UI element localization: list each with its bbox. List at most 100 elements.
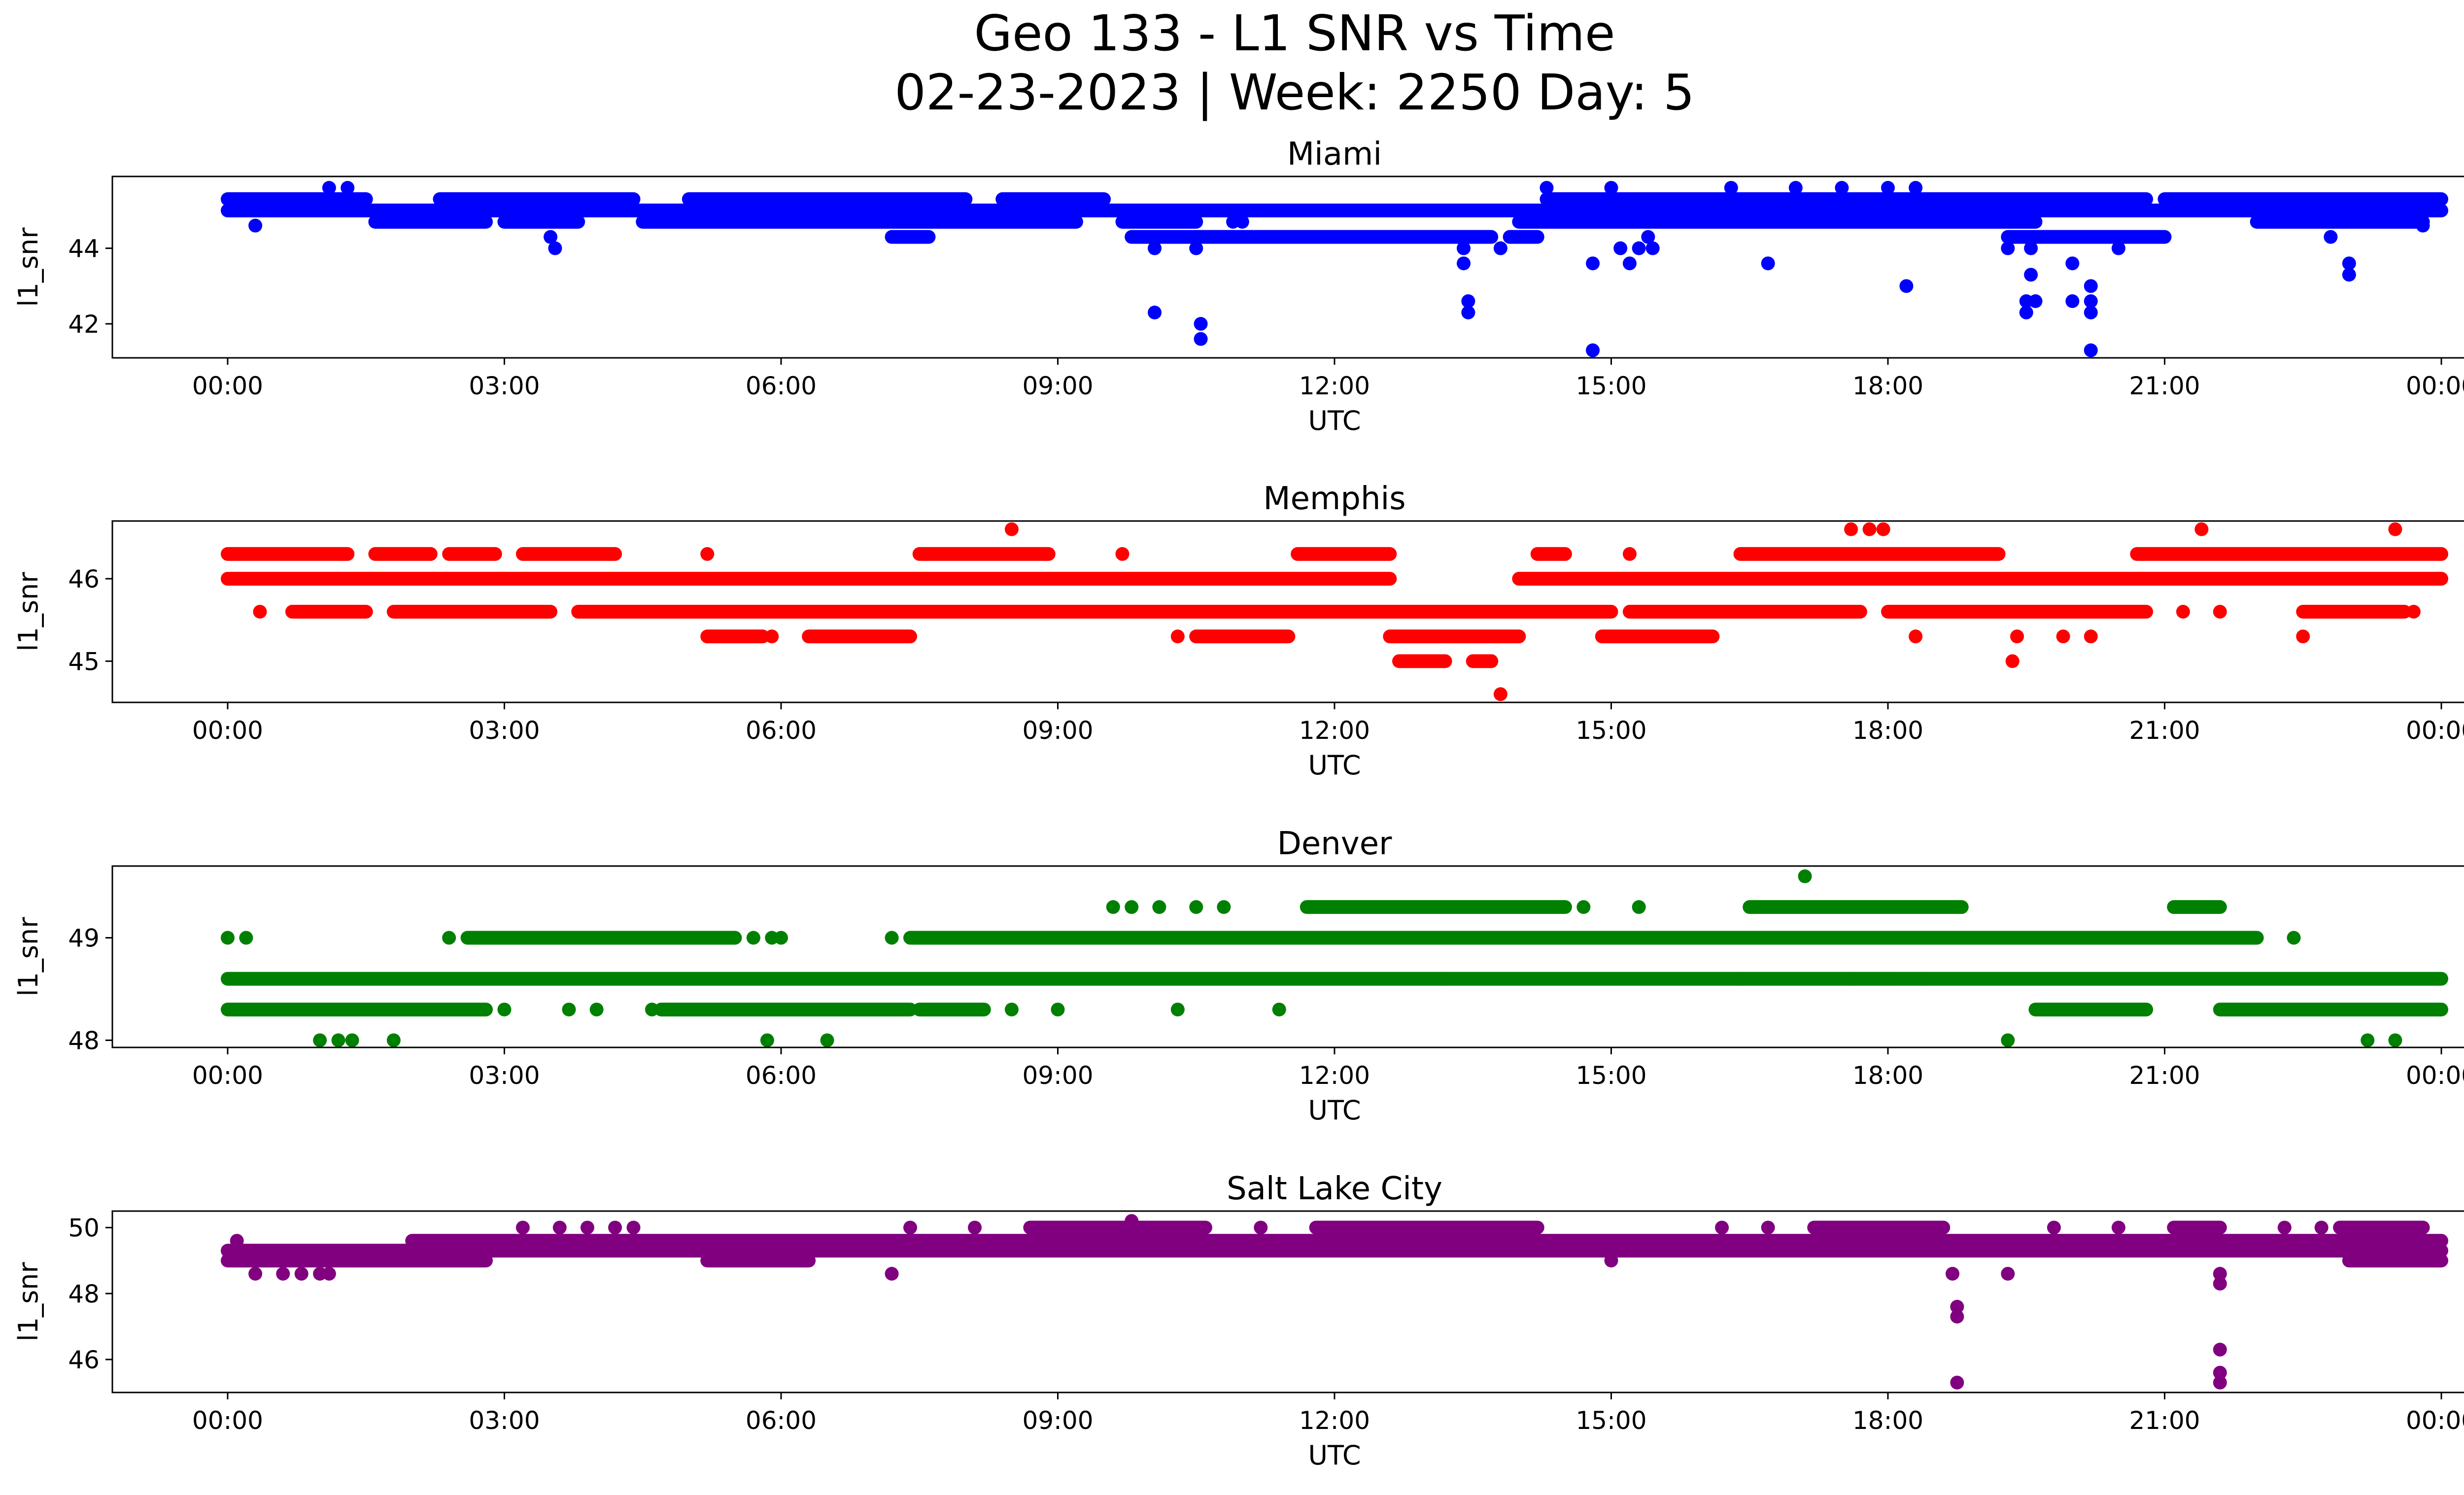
subplot-miami: Miami 00:00 03:00 06:00 09:00 12:00 15:00 18:00…: [13, 136, 2464, 436]
data-point: [2047, 1220, 2061, 1235]
data-point: [1254, 1220, 1268, 1235]
data-point: [2213, 1365, 2227, 1380]
data-point: [2277, 1220, 2292, 1235]
data-point: [1493, 241, 1507, 255]
data-point: [562, 1003, 576, 1017]
data-point: [1946, 1267, 1960, 1281]
data-point: [2028, 294, 2043, 308]
data-point: [331, 1033, 345, 1047]
data-point: [345, 1033, 359, 1047]
data-point: [760, 1033, 774, 1047]
data-point: [1835, 181, 1849, 195]
data-point: [1604, 181, 1618, 195]
x-tick-label: 00:00: [192, 1061, 263, 1090]
data-point: [1125, 1214, 1139, 1228]
data-point: [2388, 1033, 2402, 1047]
data-point: [1641, 230, 1655, 244]
x-tick-label: 12:00: [1299, 1406, 1370, 1435]
x-tick-label: 06:00: [746, 1061, 817, 1090]
subplot-title: Miami: [1287, 136, 1382, 173]
data-point: [1148, 241, 1162, 255]
x-tick-label: 12:00: [1299, 716, 1370, 745]
data-point: [1438, 972, 1452, 986]
y-axis-label: l1_snr: [13, 227, 44, 307]
data-point: [2084, 931, 2098, 945]
data-point: [2388, 522, 2402, 536]
y-axis-label: l1_snr: [13, 917, 44, 997]
data-point: [1950, 1375, 1964, 1390]
data-point: [746, 931, 760, 945]
data-point: [1761, 1220, 1775, 1235]
x-axis-label: UTC: [1308, 1440, 1361, 1471]
x-tick-label: 12:00: [1299, 1061, 1370, 1090]
data-point: [423, 547, 438, 561]
data-point: [2005, 654, 2019, 668]
data-point: [552, 1220, 567, 1235]
data-marks: [220, 869, 2449, 1047]
x-tick-label: 15:00: [1575, 1061, 1646, 1090]
data-point: [885, 1267, 899, 1281]
data-point: [322, 1267, 336, 1281]
data-point: [1461, 294, 1475, 308]
data-point: [2010, 629, 2024, 644]
x-tick-label: 00:00: [192, 716, 263, 745]
data-point: [1106, 900, 1120, 914]
data-point: [1899, 279, 1914, 293]
x-tick-label: 09:00: [1022, 716, 1093, 745]
data-point: [1788, 181, 1803, 195]
x-tick-label: 18:00: [1852, 1406, 1923, 1435]
subplot-salt-lake-city: Salt Lake City 00:00 03:00 06:00 09:00 12:00 1…: [13, 1171, 2464, 1471]
x-tick-label: 15:00: [1575, 716, 1646, 745]
data-point: [2314, 1220, 2328, 1235]
data-point: [1170, 1003, 1185, 1017]
data-point: [1715, 1220, 1729, 1235]
data-point: [1613, 241, 1628, 255]
data-point: [248, 218, 263, 233]
data-point: [2213, 1277, 2227, 1291]
data-point: [1622, 256, 1637, 271]
data-point: [1632, 241, 1646, 255]
y-tick-label: 42: [68, 310, 100, 339]
data-point: [497, 1003, 512, 1017]
data-point: [1194, 332, 1208, 346]
data-point: [1909, 629, 1923, 644]
y-tick-label: 46: [68, 565, 100, 593]
data-point: [2361, 1033, 2375, 1047]
data-point: [1194, 317, 1208, 331]
subplot-title: Salt Lake City: [1227, 1171, 1442, 1207]
x-tick-label: 03:00: [469, 372, 540, 400]
x-tick-label: 00:00: [192, 1406, 263, 1435]
subplot-title: Denver: [1277, 826, 1392, 862]
data-point: [1909, 181, 1923, 195]
x-tick-label: 06:00: [746, 1406, 817, 1435]
x-tick-label: 15:00: [1575, 372, 1646, 400]
y-tick-label: 48: [68, 1026, 100, 1055]
x-axis-label: UTC: [1308, 405, 1361, 436]
data-point: [1798, 869, 1812, 883]
data-point: [1844, 522, 1858, 536]
data-point: [1844, 972, 1858, 986]
data-point: [626, 1220, 641, 1235]
data-point: [1457, 241, 1471, 255]
x-tick-label: 00:00: [2406, 1406, 2464, 1435]
data-point: [2213, 1267, 2227, 1281]
x-tick-label: 00:00: [2406, 1061, 2464, 1090]
data-point: [2111, 1220, 2125, 1235]
data-point: [1761, 256, 1775, 271]
x-tick-label: 06:00: [746, 716, 817, 745]
data-point: [276, 1267, 290, 1281]
data-point: [2065, 256, 2080, 271]
data-point: [1189, 241, 1203, 255]
data-point: [386, 1033, 401, 1047]
data-point: [1170, 629, 1185, 644]
y-axis-label: l1_snr: [13, 1262, 44, 1342]
data-point: [1950, 1310, 1964, 1324]
data-point: [1540, 181, 1554, 195]
x-tick-label: 09:00: [1022, 372, 1093, 400]
x-tick-label: 03:00: [469, 716, 540, 745]
data-point: [2056, 629, 2070, 644]
x-tick-label: 03:00: [469, 1061, 540, 1090]
x-tick-label: 09:00: [1022, 1061, 1093, 1090]
data-point: [1004, 522, 1019, 536]
y-tick-label: 50: [68, 1214, 100, 1242]
